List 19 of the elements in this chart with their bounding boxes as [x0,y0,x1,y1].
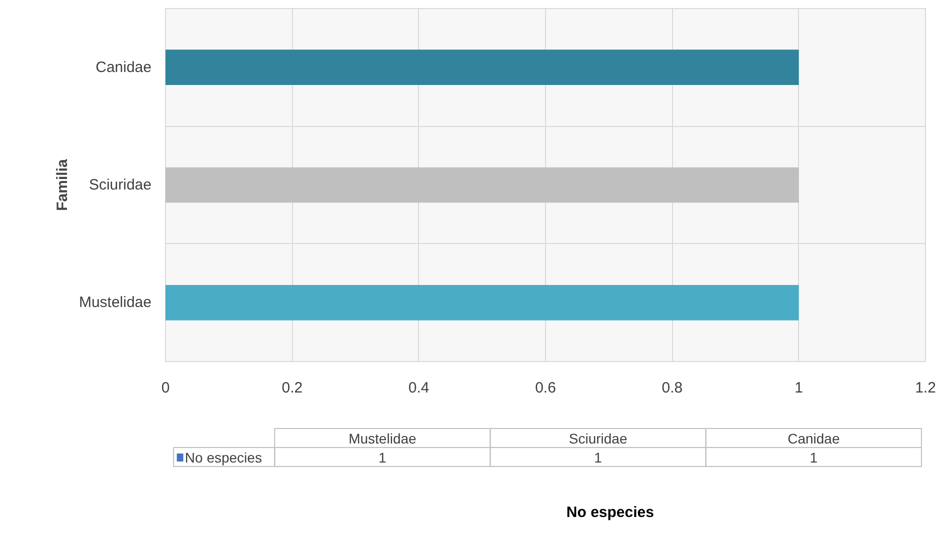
data-label: 1 [378,450,387,466]
y-tick-label: Sciuridae [88,176,152,194]
data-label: 1 [594,450,602,466]
x-tick-label: 0.8 [662,380,683,396]
x-tick-label: 0.4 [408,380,430,396]
text: No especies [566,504,654,521]
y-tick-label: Mustelidae [78,294,152,312]
x-tick-label: 0.2 [282,380,303,396]
y-tick-label: Canidae [96,58,152,76]
data-label: 1 [810,450,818,466]
x-tick-label: 1.2 [915,380,936,396]
category-label: Mustelidae [348,430,417,446]
category-label: Sciuridae [568,430,628,446]
x-tick-label: 0.6 [535,380,556,396]
y-axis-title: Familia [54,158,71,211]
legend-label: No especies [184,450,262,466]
category-label: Canidae [788,430,840,446]
x-tick-label: 0 [161,380,170,396]
x-tick-label: 1 [794,380,804,396]
